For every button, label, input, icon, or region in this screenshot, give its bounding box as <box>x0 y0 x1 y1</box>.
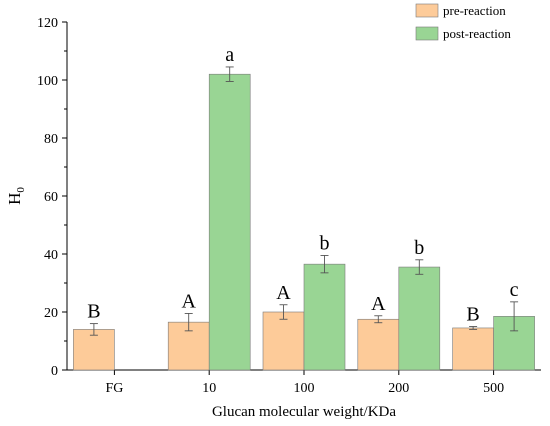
bar-pre-100 <box>262 311 305 371</box>
bar-pre-500 <box>452 327 494 371</box>
significance-label: B <box>87 301 100 323</box>
y-tick-label: 100 <box>37 74 58 89</box>
x-tick-label: 100 <box>294 381 315 396</box>
x-tick-label: 10 <box>202 381 216 396</box>
y-tick-label: 80 <box>44 132 58 147</box>
y-axis-title-main: H <box>5 193 24 205</box>
bar-post-200 <box>398 266 441 371</box>
bar-pre-200 <box>357 318 400 371</box>
significance-label: b <box>320 232 330 254</box>
y-tick-label: 20 <box>44 306 58 321</box>
significance-labels: B A A A Ba b b c <box>87 44 518 326</box>
y-ticks: 0 20 40 60 80 100 120 <box>37 16 67 379</box>
error-bars <box>89 66 519 336</box>
significance-label: A <box>371 293 386 315</box>
x-tick-label: 500 <box>483 381 504 396</box>
legend-label-pre: pre-reaction <box>443 3 506 18</box>
legend-swatch-post <box>415 26 439 41</box>
significance-label: a <box>225 44 234 66</box>
y-axis-title-subscript: 0 <box>15 187 27 193</box>
bar-post-100 <box>303 263 346 371</box>
y-axis-title: H0 <box>5 187 27 205</box>
legend-swatch-pre <box>415 3 439 18</box>
bar-post-10 <box>208 73 251 371</box>
significance-label: c <box>510 279 519 301</box>
significance-label: B <box>466 304 479 326</box>
legend-label-post: post-reaction <box>443 26 511 41</box>
significance-label: A <box>181 290 196 312</box>
x-tick-label: FG <box>105 381 123 396</box>
plot-area: 0 20 40 60 80 100 120 FG 10 100 200 500 B A A A Ba b b c <box>37 16 541 396</box>
bars <box>73 73 535 371</box>
x-tick-label: 200 <box>388 381 409 396</box>
y-tick-label: 40 <box>44 248 58 263</box>
y-tick-label: 120 <box>37 16 58 31</box>
x-ticks: FG 10 100 200 500 <box>105 370 504 396</box>
legend: pre-reaction post-reaction <box>415 3 511 41</box>
y-tick-label: 60 <box>44 190 58 205</box>
significance-label: A <box>276 282 291 304</box>
x-axis-title: Glucan molecular weight/KDa <box>212 404 396 420</box>
y-tick-label: 0 <box>51 364 58 379</box>
bar-pre-FG <box>73 329 115 371</box>
significance-label: b <box>414 237 424 259</box>
